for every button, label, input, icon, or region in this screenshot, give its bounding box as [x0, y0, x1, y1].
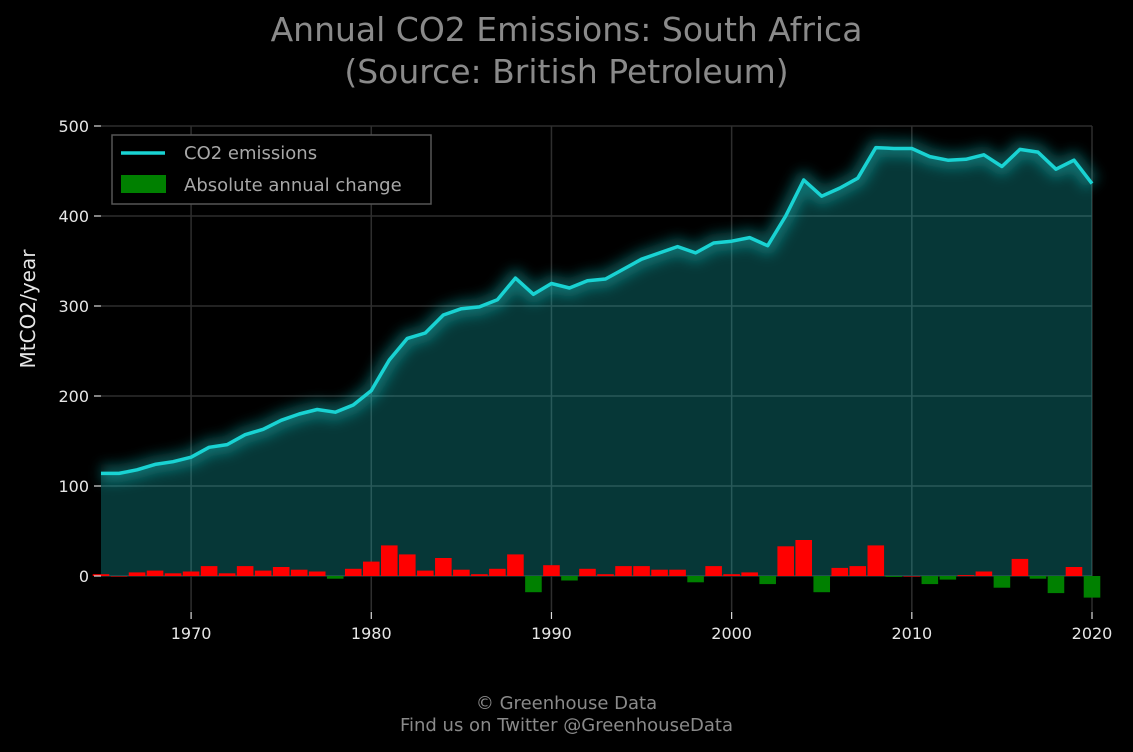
change-bar — [272, 567, 290, 576]
change-bar — [182, 571, 200, 576]
chart-subtitle: (Source: British Petroleum) — [344, 52, 789, 91]
x-tick-label: 2010 — [891, 624, 932, 643]
legend-label-emissions: CO2 emissions — [184, 143, 317, 164]
footer-twitter: Find us on Twitter @GreenhouseData — [399, 715, 734, 736]
change-bar — [1029, 576, 1047, 579]
change-bar — [633, 566, 650, 576]
change-bar — [128, 572, 146, 576]
change-bar — [939, 576, 957, 580]
chart-title: Annual CO2 Emissions: South Africa — [270, 10, 863, 49]
change-bar — [254, 570, 272, 576]
change-bar — [849, 566, 867, 576]
y-tick-label: 100 — [58, 477, 89, 496]
change-bar — [831, 567, 849, 576]
change-bar — [903, 576, 921, 577]
y-tick-label: 300 — [58, 297, 89, 316]
change-bar — [110, 576, 128, 577]
change-bar — [399, 554, 416, 576]
change-bar — [687, 576, 704, 583]
x-tick-label: 1990 — [531, 624, 572, 643]
x-tick-label: 2000 — [711, 624, 752, 643]
change-bar — [92, 574, 110, 576]
y-tick-label: 200 — [58, 387, 89, 406]
y-axis-label: MtCO2/year — [16, 249, 40, 369]
change-bar — [615, 566, 632, 576]
change-bar — [777, 546, 794, 576]
change-bar — [290, 569, 308, 576]
legend-bar-swatch — [121, 175, 166, 193]
change-bar — [218, 573, 236, 576]
change-bar — [813, 576, 831, 593]
change-bar — [993, 576, 1011, 588]
change-bar — [525, 576, 542, 593]
change-bar — [885, 576, 903, 577]
change-bar — [164, 573, 182, 576]
change-bar — [471, 574, 488, 576]
change-bar — [759, 576, 776, 585]
change-bar — [561, 576, 578, 581]
change-bar — [489, 568, 506, 576]
change-bar — [579, 568, 596, 576]
footer-copyright: © Greenhouse Data — [475, 693, 658, 714]
change-bar — [236, 566, 254, 576]
change-bar — [1047, 576, 1065, 594]
x-tick-label: 2020 — [1072, 624, 1113, 643]
change-bar — [200, 566, 218, 576]
change-bar — [597, 574, 614, 576]
y-tick-label: 400 — [58, 207, 89, 226]
x-tick-label: 1970 — [171, 624, 212, 643]
legend-label-change: Absolute annual change — [184, 175, 402, 196]
change-bar — [723, 574, 740, 576]
change-bar — [669, 569, 686, 576]
change-bar — [795, 540, 812, 576]
legend-box — [111, 134, 432, 205]
change-bar — [507, 554, 524, 576]
change-bar — [741, 572, 758, 576]
change-bar — [1083, 576, 1101, 598]
change-bar — [308, 571, 326, 576]
emissions-line — [101, 145, 1094, 476]
change-bar — [381, 545, 398, 576]
change-bar — [326, 576, 344, 579]
change-bar — [543, 565, 560, 576]
change-bar — [146, 570, 164, 576]
change-bar — [1065, 567, 1083, 576]
y-tick-label: 0 — [79, 567, 89, 586]
emissions-area — [101, 147, 1092, 576]
change-bar — [1011, 558, 1029, 576]
y-tick-label: 500 — [58, 117, 89, 136]
change-bar — [651, 569, 668, 576]
x-tick-label: 1980 — [351, 624, 392, 643]
change-bar — [975, 571, 993, 576]
change-bar — [705, 566, 722, 576]
change-bar — [344, 568, 362, 576]
change-bar — [362, 561, 380, 576]
change-bar — [435, 558, 452, 576]
change-bar — [921, 576, 939, 585]
change-bar — [957, 575, 975, 576]
change-bar — [417, 570, 434, 576]
change-bar — [453, 569, 470, 576]
change-bar — [867, 545, 885, 576]
